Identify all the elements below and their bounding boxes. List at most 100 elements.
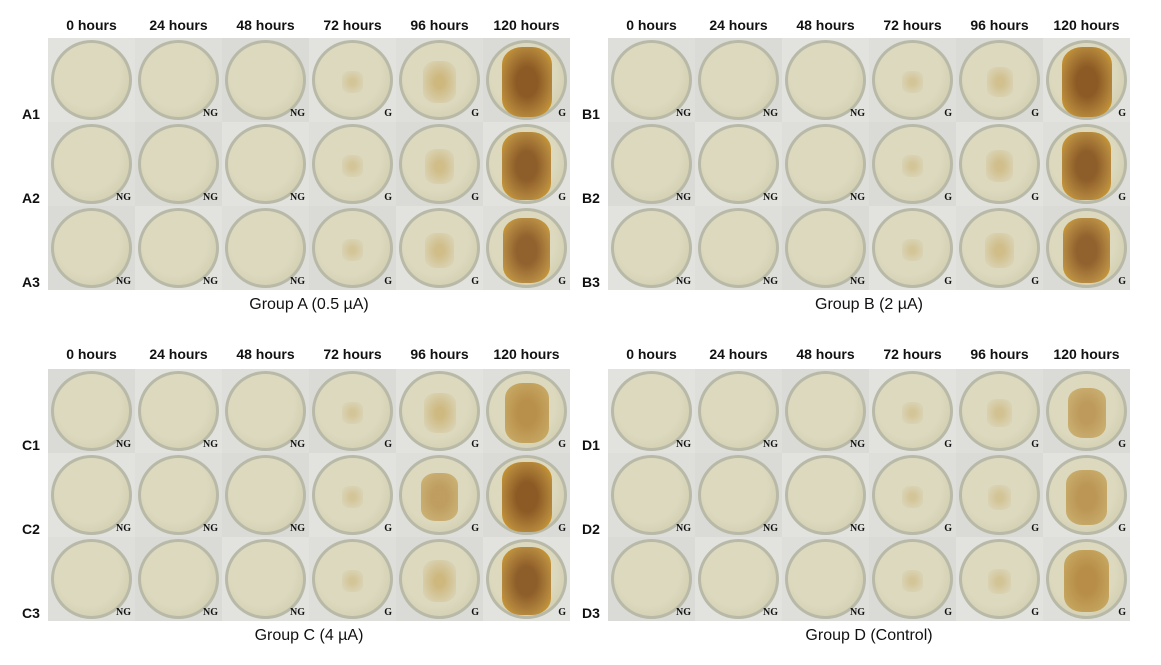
growth-mark: NG — [290, 192, 305, 203]
growth-mark: G — [384, 192, 392, 203]
growth-streak — [901, 238, 924, 262]
growth-mark: NG — [203, 439, 218, 450]
growth-streak — [502, 132, 551, 200]
agar-plate — [141, 211, 216, 285]
growth-mark: NG — [290, 439, 305, 450]
petri-dish-photo: NG — [695, 369, 782, 453]
agar-plate — [788, 127, 863, 201]
row-label: B3 — [582, 274, 600, 290]
time-header: 120 hours — [1053, 346, 1120, 362]
petri-dish-photo: G — [396, 453, 483, 537]
time-header: 24 hours — [709, 17, 768, 33]
growth-streak — [901, 70, 924, 94]
petri-dish-photo: G — [1043, 453, 1130, 537]
petri-dish-photo: G — [869, 206, 956, 290]
growth-mark: G — [471, 607, 479, 618]
petri-dish-photo: NG — [782, 453, 869, 537]
growth-mark: G — [471, 276, 479, 287]
time-header: 48 hours — [796, 17, 855, 33]
petri-dish-photo: NG — [135, 122, 222, 206]
row-label: A2 — [22, 190, 40, 206]
group-caption: Group A (0.5 µA) — [249, 296, 369, 313]
time-header: 120 hours — [1053, 17, 1120, 33]
agar-plate — [54, 374, 129, 448]
petri-dish-photo: NG — [695, 537, 782, 621]
petri-dish-photo: NG — [695, 38, 782, 122]
growth-streak — [985, 232, 1014, 268]
growth-streak — [503, 217, 550, 283]
row-label: A3 — [22, 274, 40, 290]
petri-dish-photo: G — [869, 537, 956, 621]
agar-plate — [315, 43, 390, 117]
growth-mark: G — [1031, 523, 1039, 534]
agar-plate — [701, 211, 776, 285]
petri-dish-photo: G — [396, 369, 483, 453]
petri-dish-photo: NG — [782, 369, 869, 453]
growth-mark: NG — [290, 108, 305, 119]
growth-mark: G — [1118, 192, 1126, 203]
growth-mark: NG — [850, 523, 865, 534]
petri-dish-photo: G — [309, 453, 396, 537]
time-header: 96 hours — [970, 17, 1029, 33]
growth-streak — [1067, 388, 1106, 438]
growth-streak — [341, 569, 364, 593]
growth-streak — [423, 393, 456, 433]
growth-mark: NG — [763, 439, 778, 450]
petri-dish-photo: G — [483, 453, 570, 537]
petri-dish-photo: G — [483, 537, 570, 621]
agar-plate — [54, 127, 129, 201]
growth-mark: NG — [116, 439, 131, 450]
growth-streak — [341, 154, 364, 178]
growth-mark: NG — [763, 276, 778, 287]
growth-mark: G — [1031, 108, 1039, 119]
petri-dish-photo: NG — [608, 206, 695, 290]
time-header: 48 hours — [796, 346, 855, 362]
agar-plate — [875, 43, 950, 117]
agar-plate — [228, 43, 303, 117]
agar-plate — [614, 127, 689, 201]
growth-mark: NG — [116, 276, 131, 287]
petri-dish-photo: G — [309, 537, 396, 621]
petri-dish-photo: G — [1043, 369, 1130, 453]
petri-dish-photo: G — [309, 38, 396, 122]
petri-dish-photo: NG — [608, 122, 695, 206]
petri-dish-photo: NG — [135, 537, 222, 621]
growth-streak — [986, 67, 1013, 97]
agar-plate — [962, 374, 1037, 448]
growth-mark: NG — [116, 523, 131, 534]
agar-plate — [228, 374, 303, 448]
time-header: 0 hours — [66, 346, 117, 362]
petri-dish-photo: G — [956, 453, 1043, 537]
petri-dish-photo: NG — [48, 369, 135, 453]
growth-streak — [985, 149, 1014, 183]
petri-dish-photo: NG — [222, 537, 309, 621]
petri-dish-photo: G — [309, 122, 396, 206]
growth-streak — [341, 401, 364, 425]
row-label: C1 — [22, 437, 40, 453]
plate-grid: NG NG NG G G G NG NG NG G G G NG NG NG G G G — [608, 38, 1130, 290]
growth-mark: NG — [676, 439, 691, 450]
growth-streak — [425, 148, 454, 184]
petri-dish-photo — [48, 38, 135, 122]
agar-plate — [315, 127, 390, 201]
growth-mark: NG — [116, 192, 131, 203]
petri-dish-photo: G — [309, 206, 396, 290]
petri-dish-photo: NG — [695, 122, 782, 206]
time-header: 72 hours — [883, 346, 942, 362]
petri-dish-photo: G — [396, 122, 483, 206]
growth-mark: NG — [763, 192, 778, 203]
growth-mark: NG — [676, 607, 691, 618]
petri-dish-photo: G — [869, 453, 956, 537]
agar-plate — [54, 43, 129, 117]
petri-dish-photo: NG — [782, 122, 869, 206]
petri-dish-photo: NG — [135, 453, 222, 537]
growth-mark: NG — [676, 523, 691, 534]
growth-streak — [501, 47, 552, 117]
petri-dish-photo: G — [956, 369, 1043, 453]
growth-mark: NG — [290, 523, 305, 534]
time-header: 0 hours — [66, 17, 117, 33]
petri-dish-photo: NG — [135, 206, 222, 290]
agar-plate — [614, 542, 689, 616]
group-caption: Group C (4 µA) — [254, 627, 364, 644]
time-header: 72 hours — [883, 17, 942, 33]
